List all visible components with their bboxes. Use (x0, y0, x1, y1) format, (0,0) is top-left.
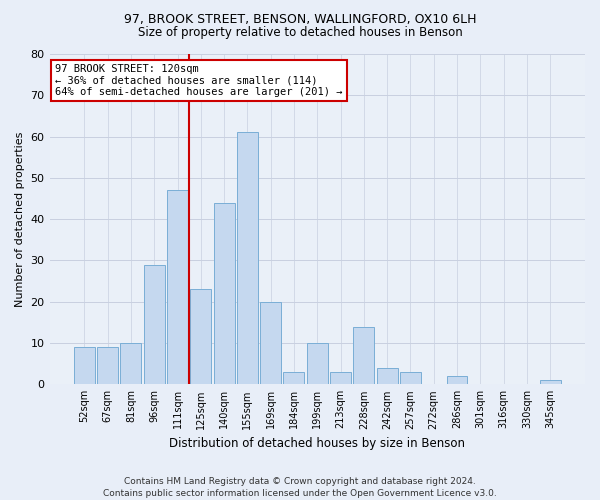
Bar (283, 372, 304, 384)
Bar (74, 347, 95, 385)
Bar (446, 376, 467, 384)
Bar (190, 290, 211, 384)
Bar (214, 202, 235, 384)
Bar (377, 368, 398, 384)
Text: Size of property relative to detached houses in Benson: Size of property relative to detached ho… (137, 26, 463, 39)
Bar (121, 343, 142, 384)
X-axis label: Distribution of detached houses by size in Benson: Distribution of detached houses by size … (169, 437, 465, 450)
Bar (144, 264, 165, 384)
Bar (400, 372, 421, 384)
Text: Contains HM Land Registry data © Crown copyright and database right 2024.
Contai: Contains HM Land Registry data © Crown c… (103, 476, 497, 498)
Bar (97, 347, 118, 385)
Bar (307, 343, 328, 384)
Bar (260, 302, 281, 384)
Bar (330, 372, 351, 384)
Bar (237, 132, 258, 384)
Bar (539, 380, 560, 384)
Bar (353, 326, 374, 384)
Text: 97 BROOK STREET: 120sqm
← 36% of detached houses are smaller (114)
64% of semi-d: 97 BROOK STREET: 120sqm ← 36% of detache… (55, 64, 343, 97)
Bar (167, 190, 188, 384)
Y-axis label: Number of detached properties: Number of detached properties (15, 132, 25, 307)
Text: 97, BROOK STREET, BENSON, WALLINGFORD, OX10 6LH: 97, BROOK STREET, BENSON, WALLINGFORD, O… (124, 12, 476, 26)
